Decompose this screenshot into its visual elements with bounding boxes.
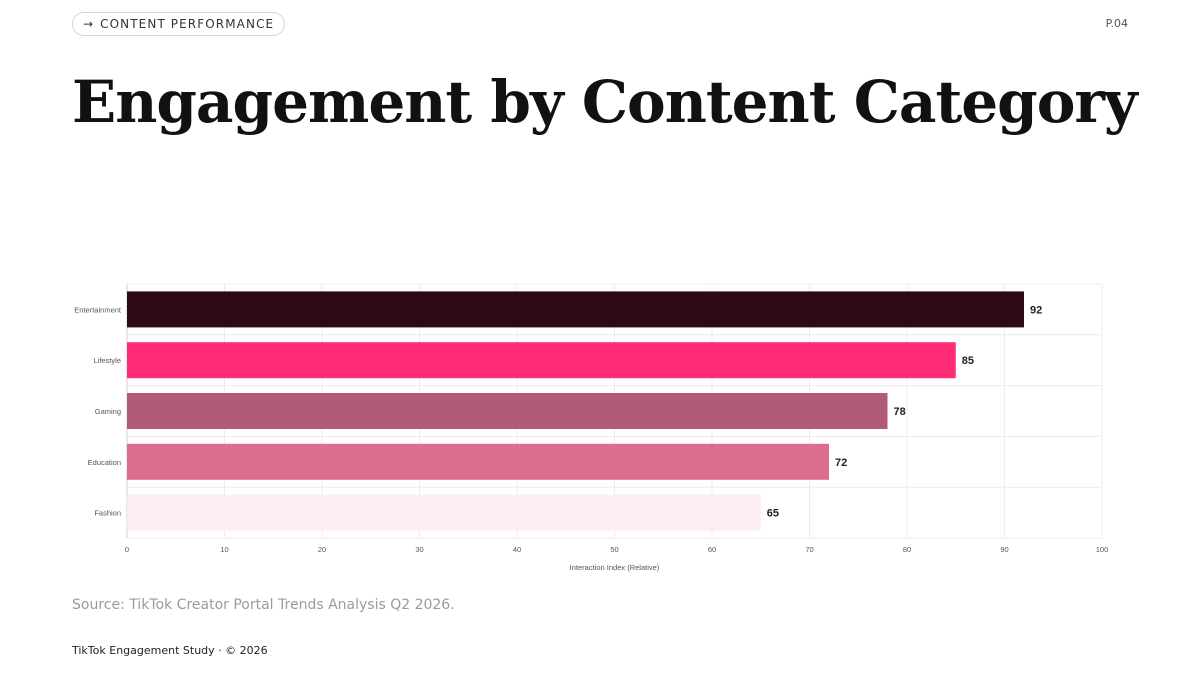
bar-education xyxy=(127,443,829,480)
x-tick-label: 20 xyxy=(318,545,326,554)
x-tick-label: 90 xyxy=(1000,545,1008,554)
category-label: Fashion xyxy=(94,509,121,518)
bar-fashion xyxy=(127,494,761,531)
x-tick-label: 60 xyxy=(708,545,716,554)
bar-gaming xyxy=(127,393,888,429)
kicker-label: CONTENT PERFORMANCE xyxy=(100,17,275,31)
value-label: 92 xyxy=(1030,304,1042,316)
x-tick-label: 0 xyxy=(125,545,129,554)
x-tick-label: 100 xyxy=(1096,545,1109,554)
arrow-right-icon: → xyxy=(83,17,95,31)
value-label: 85 xyxy=(962,355,974,367)
x-tick-label: 50 xyxy=(610,545,618,554)
chart-svg: Entertainment 92 Lifestyle 85 Gaming 78 Educat… xyxy=(74,283,1109,572)
category-label: Education xyxy=(88,458,121,467)
x-tick-label: 70 xyxy=(805,545,813,554)
bar-entertainment xyxy=(127,291,1024,328)
category-label: Lifestyle xyxy=(93,356,121,365)
value-label: 78 xyxy=(894,406,906,418)
footer-text: TikTok Engagement Study · © 2026 xyxy=(72,644,268,657)
category-label: Gaming xyxy=(95,407,121,416)
x-axis-title: Interaction Index (Relative) xyxy=(570,563,660,572)
category-label: Entertainment xyxy=(74,305,122,314)
page-number: P.04 xyxy=(1105,17,1128,30)
page-title: Engagement by Content Category xyxy=(72,68,1138,136)
bar-lifestyle xyxy=(127,342,956,379)
section-kicker: → CONTENT PERFORMANCE xyxy=(72,12,286,36)
x-tick-label: 10 xyxy=(220,545,228,554)
value-label: 72 xyxy=(835,457,847,469)
x-tick-label: 40 xyxy=(513,545,521,554)
bar-chart: Entertainment 92 Lifestyle 85 Gaming 78 Educat… xyxy=(0,270,1200,580)
value-label: 65 xyxy=(767,508,779,520)
x-tick-label: 80 xyxy=(903,545,911,554)
x-tick-label: 30 xyxy=(415,545,423,554)
source-note: Source: TikTok Creator Portal Trends Ana… xyxy=(72,597,455,613)
